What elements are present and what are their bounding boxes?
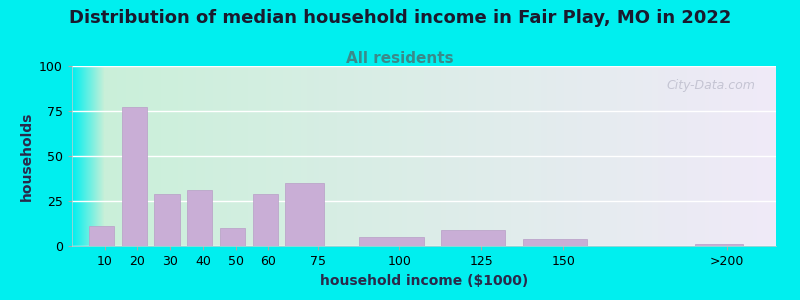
- Bar: [187, 190, 212, 246]
- Bar: [359, 237, 423, 246]
- Bar: [220, 228, 245, 246]
- Bar: [253, 194, 278, 246]
- X-axis label: household income ($1000): household income ($1000): [320, 274, 528, 288]
- Text: Distribution of median household income in Fair Play, MO in 2022: Distribution of median household income …: [69, 9, 731, 27]
- Text: City-Data.com: City-Data.com: [666, 79, 755, 92]
- Bar: [286, 183, 324, 246]
- Text: All residents: All residents: [346, 51, 454, 66]
- Bar: [441, 230, 506, 246]
- Bar: [89, 226, 114, 246]
- Bar: [122, 107, 147, 246]
- Bar: [694, 244, 742, 246]
- Bar: [522, 239, 587, 246]
- Bar: [154, 194, 179, 246]
- Y-axis label: households: households: [19, 111, 34, 201]
